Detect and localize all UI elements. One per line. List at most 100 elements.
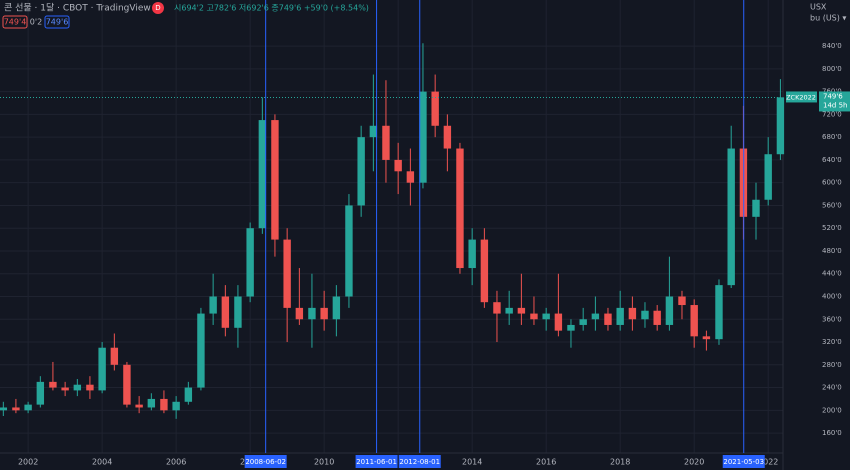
marker-label: 2011-06-01 (356, 458, 397, 466)
x-tick-label: 2014 (462, 458, 482, 467)
candle-body (542, 313, 550, 320)
y-tick-label: 160'0 (822, 429, 842, 437)
bid: 749'4 (4, 18, 27, 27)
candle-body (357, 137, 365, 206)
candle-body (776, 97, 785, 155)
y-tick-label: 280'0 (822, 361, 842, 369)
badge: D (155, 4, 160, 12)
candle-body (86, 384, 94, 391)
price-tag (819, 91, 850, 112)
bid-box (2, 15, 28, 29)
candle-body (406, 171, 415, 183)
candle-body (209, 296, 217, 314)
candle-body (604, 313, 612, 325)
unit: USX (810, 3, 827, 12)
y-tick-label: 680'0 (822, 133, 842, 141)
candle-body (295, 307, 304, 320)
spread: 0'2 (30, 18, 42, 27)
badge-circle (152, 2, 164, 14)
candle-body (221, 296, 230, 328)
candle-body (49, 381, 57, 388)
candle-body (308, 307, 316, 320)
candle-body (73, 384, 82, 391)
y-tick-label: 320'0 (822, 338, 842, 346)
marker-label: 2008-06-02 (245, 458, 286, 466)
candle-body (641, 310, 649, 320)
candle-body (468, 239, 476, 269)
candle-body (752, 199, 760, 217)
ask: 749'6 (46, 18, 69, 27)
candle-body (493, 302, 501, 314)
candle-body (12, 407, 20, 411)
candle-body (147, 398, 156, 408)
y-tick-label: 800'0 (822, 65, 842, 73)
candle-body (135, 404, 143, 408)
x-tick-label: 2006 (166, 458, 186, 467)
unit-menu[interactable]: bu (US) ▾ (810, 14, 846, 23)
candle-body (332, 296, 341, 320)
x-tick-label: 2012 (388, 458, 408, 467)
x-tick-label: 2016 (536, 458, 556, 467)
candle-body (283, 239, 291, 308)
candle-body (530, 313, 538, 320)
marker-label: 2021-05-03 (723, 458, 764, 466)
candle-body (678, 296, 686, 306)
candle-body (764, 154, 772, 200)
y-tick-label: 400'0 (822, 292, 842, 300)
candle-body (567, 324, 575, 331)
candle-body (591, 313, 600, 320)
candle-body (98, 347, 106, 391)
candle-body (653, 310, 661, 325)
candle-body (702, 336, 711, 340)
candle-body (665, 296, 674, 325)
candle-body (394, 159, 402, 172)
countdown: 14d 5h (823, 101, 847, 109)
candle-body (172, 401, 180, 411)
candle-body (24, 404, 32, 411)
candle-body (616, 307, 624, 325)
candle-body (0, 407, 8, 411)
candle-body (517, 307, 526, 314)
y-tick-label: 520'0 (822, 224, 842, 232)
candle-body (36, 381, 45, 405)
y-tick-label: 480'0 (822, 247, 842, 255)
y-tick-label: 440'0 (822, 270, 842, 278)
y-tick-label: 200'0 (822, 406, 842, 414)
candle-body (690, 305, 698, 337)
candle-body (61, 387, 69, 391)
candle-body (554, 313, 563, 331)
candle-body (443, 125, 452, 149)
marker-label-box (355, 455, 398, 468)
y-tick-label: 560'0 (822, 201, 842, 209)
x-tick-label: 2018 (610, 458, 630, 467)
candle-body (110, 347, 119, 365)
candle-body (234, 296, 242, 328)
candle-body (184, 387, 193, 402)
last-price: 749'6 (823, 92, 843, 100)
x-tick-label: 2002 (18, 458, 38, 467)
candle-body (123, 364, 131, 405)
candle-body (456, 148, 464, 269)
y-tick-label: 600'0 (822, 179, 842, 187)
candle-body (579, 319, 587, 325)
candle-body (160, 398, 168, 411)
symbol-tag (786, 91, 817, 103)
candle-body (258, 120, 267, 229)
ohlc: 시694'2 고782'6 저692'6 종749'6 +59'0 (+8.54… (174, 4, 369, 13)
candle-body (369, 125, 378, 138)
y-tick-label: 720'0 (822, 110, 842, 118)
y-tick-label: 840'0 (822, 42, 842, 50)
x-tick-label: 2010 (314, 458, 334, 467)
candle-body (727, 148, 735, 286)
candle-body (431, 91, 439, 126)
candle-body (320, 307, 328, 320)
candle-body (419, 91, 427, 183)
marker-label: 2012-08-01 (399, 458, 440, 466)
x-tick-label: 2022 (758, 458, 778, 467)
y-tick-label: 640'0 (822, 156, 842, 164)
marker-label-box (244, 455, 287, 468)
ask-box (44, 15, 70, 29)
